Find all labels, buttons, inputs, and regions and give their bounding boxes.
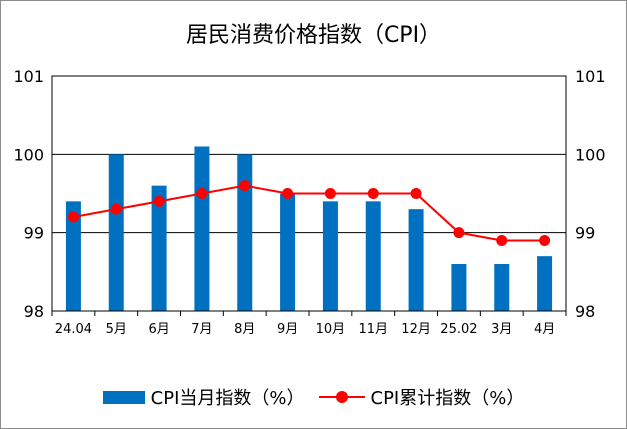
x-tick-label: 12月: [401, 322, 431, 337]
y-tick-label-left: 100: [13, 145, 44, 164]
x-tick-label: 7月: [191, 322, 212, 337]
bar: [151, 185, 167, 311]
x-tick-label: 6月: [148, 322, 169, 337]
line-point: [453, 227, 465, 239]
bar: [237, 154, 253, 311]
y-tick-label-right: 100: [575, 145, 606, 164]
legend-label-bar: CPI当月指数（%）: [150, 388, 305, 409]
line-point: [67, 211, 79, 223]
legend: CPI当月指数（%） CPI累计指数（%）: [1, 381, 626, 413]
bar: [194, 146, 210, 311]
legend-label-line: CPI累计指数（%）: [370, 388, 525, 409]
y-tick-label-right: 98: [575, 302, 595, 321]
legend-item-line: CPI累计指数（%）: [318, 384, 525, 410]
bar: [365, 201, 381, 311]
line-point: [410, 188, 422, 199]
x-tick-label: 8月: [234, 322, 255, 337]
bar: [65, 201, 81, 311]
bar: [280, 193, 296, 311]
x-tick-label: 3月: [491, 322, 512, 337]
y-tick-label-right: 99: [575, 224, 595, 243]
x-tick-label: 5月: [106, 322, 127, 337]
line-point: [539, 235, 551, 246]
x-tick-label: 11月: [358, 322, 388, 337]
line-point: [496, 235, 508, 246]
x-tick-label: 9月: [277, 322, 298, 337]
line-point: [153, 195, 165, 207]
bar: [108, 154, 124, 311]
bar: [537, 256, 553, 311]
line-point: [367, 188, 379, 199]
y-tick-label-left: 98: [24, 302, 44, 321]
series-line: [73, 184, 545, 242]
x-tick-label: 4月: [534, 322, 555, 337]
bar: [451, 264, 467, 311]
line-point: [110, 203, 122, 215]
line-point: [196, 188, 208, 199]
line-point: [324, 188, 336, 199]
bar: [494, 264, 510, 311]
bar: [408, 209, 424, 311]
bar: [322, 201, 338, 311]
legend-swatch-line: [318, 390, 365, 404]
line-point: [239, 180, 251, 192]
legend-item-bar: CPI当月指数（%）: [102, 384, 305, 410]
y-tick-label-right: 101: [575, 67, 606, 86]
x-tick-label: 25.02: [440, 322, 477, 337]
y-tick-label-left: 101: [13, 67, 44, 86]
x-tick-label: 24.04: [55, 322, 92, 337]
chart-title: 居民消费价格指数（CPI）: [185, 23, 442, 48]
x-tick-label: 10月: [316, 322, 346, 337]
line-point: [282, 188, 294, 199]
y-tick-label-left: 99: [24, 224, 44, 243]
legend-swatch-bar: [102, 390, 145, 404]
